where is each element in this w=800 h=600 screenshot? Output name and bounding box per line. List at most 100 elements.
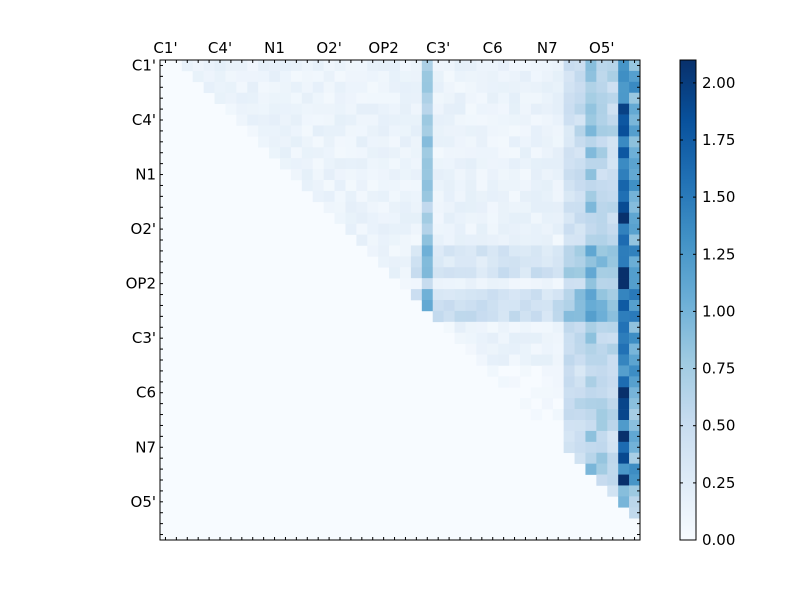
heatmap-cell [541, 136, 554, 148]
heatmap-cell [541, 387, 554, 399]
heatmap-cell [192, 60, 204, 72]
heatmap-cell [552, 354, 564, 366]
heatmap-cell [629, 180, 641, 192]
heatmap-cell [596, 125, 608, 137]
heatmap-cell [530, 60, 543, 72]
heatmap-cell [312, 169, 324, 181]
heatmap-cell [596, 365, 608, 377]
heatmap-cell [443, 158, 455, 170]
heatmap-cell [596, 158, 608, 170]
heatmap-cell [520, 300, 532, 312]
heatmap-cell [465, 201, 477, 214]
heatmap-cell [378, 190, 390, 203]
heatmap-cell [465, 180, 477, 192]
heatmap-cell [509, 70, 521, 83]
heatmap-cell [552, 256, 564, 268]
heatmap-cell [563, 398, 575, 410]
heatmap-cell [465, 321, 477, 334]
heatmap-cell [454, 234, 466, 246]
heatmap-cell [596, 278, 608, 290]
heatmap-cell [476, 300, 488, 312]
heatmap-cell [465, 190, 477, 203]
heatmap-cell [356, 70, 368, 83]
heatmap-cell [509, 190, 521, 203]
heatmap-cell [454, 321, 466, 334]
heatmap-cell [509, 147, 521, 159]
heatmap-cell [421, 267, 434, 279]
heatmap-cell [443, 180, 455, 192]
heatmap-cell [389, 223, 401, 235]
heatmap-cell [323, 114, 335, 126]
heatmap-cell [290, 60, 303, 72]
heatmap-cell [585, 180, 597, 192]
heatmap-cell [618, 201, 630, 214]
heatmap-cell [487, 60, 499, 72]
heatmap-cell [421, 92, 434, 104]
heatmap-cell [421, 245, 434, 257]
heatmap-cell [334, 180, 346, 192]
y-tick-label: C1' [132, 57, 156, 75]
heatmap-cell [607, 256, 619, 268]
heatmap-cell [596, 430, 608, 443]
heatmap-cell [498, 256, 510, 268]
heatmap-cell [563, 223, 575, 235]
heatmap-cell [618, 463, 630, 475]
heatmap-cell [345, 81, 357, 94]
heatmap-cell [476, 256, 488, 268]
heatmap-cell [476, 278, 488, 290]
heatmap-cell [290, 125, 303, 137]
heatmap-cell [618, 354, 630, 366]
plot-frame [159, 59, 641, 541]
heatmap-cell [585, 114, 597, 126]
heatmap-cell [323, 147, 335, 159]
heatmap-cell [247, 103, 259, 115]
colorbar-tick-label: 1.75 [702, 131, 735, 149]
heatmap-cell [563, 70, 575, 83]
heatmap-cell [607, 223, 619, 235]
heatmap-cell [585, 92, 597, 104]
heatmap-cell [607, 430, 619, 443]
heatmap-cell [443, 300, 455, 312]
heatmap-cell [520, 256, 532, 268]
heatmap-cell [269, 147, 281, 159]
heatmap-cell [585, 409, 597, 421]
heatmap-cell [530, 190, 543, 203]
heatmap-cell [563, 376, 575, 388]
heatmap-cell [585, 234, 597, 246]
heatmap-cell [618, 430, 630, 443]
heatmap-cell [618, 158, 630, 170]
heatmap-cell [574, 387, 586, 399]
heatmap-cell [290, 103, 303, 115]
heatmap-cell [334, 212, 346, 224]
heatmap-cell [607, 147, 619, 159]
heatmap-cell [596, 398, 608, 410]
heatmap-cell [574, 81, 586, 94]
heatmap-cell [509, 376, 521, 388]
heatmap-cell [574, 180, 586, 192]
colorbar [679, 59, 697, 541]
heatmap-cell [225, 92, 237, 104]
heatmap-cell [432, 278, 444, 290]
heatmap-cell [574, 169, 586, 181]
heatmap-cell [498, 147, 510, 159]
heatmap-cell [487, 223, 499, 235]
heatmap-cell [541, 245, 554, 257]
colorbar-tick-label: 1.25 [702, 245, 735, 263]
heatmap-cell [421, 223, 434, 235]
heatmap-cell [280, 125, 292, 137]
heatmap-cell [563, 310, 575, 323]
heatmap-cell [476, 310, 488, 323]
heatmap-cell [400, 190, 412, 203]
heatmap-cell [410, 92, 423, 104]
heatmap-cell [214, 60, 226, 72]
heatmap-cell [367, 212, 379, 224]
heatmap-cell [269, 70, 281, 83]
heatmap-cell [367, 60, 379, 72]
heatmap-cell [356, 190, 368, 203]
heatmap-cell [596, 267, 608, 279]
heatmap-cell [443, 136, 455, 148]
heatmap-cell [607, 92, 619, 104]
heatmap-cell [247, 60, 259, 72]
heatmap-cell [509, 278, 521, 290]
heatmap-cell [629, 201, 641, 214]
